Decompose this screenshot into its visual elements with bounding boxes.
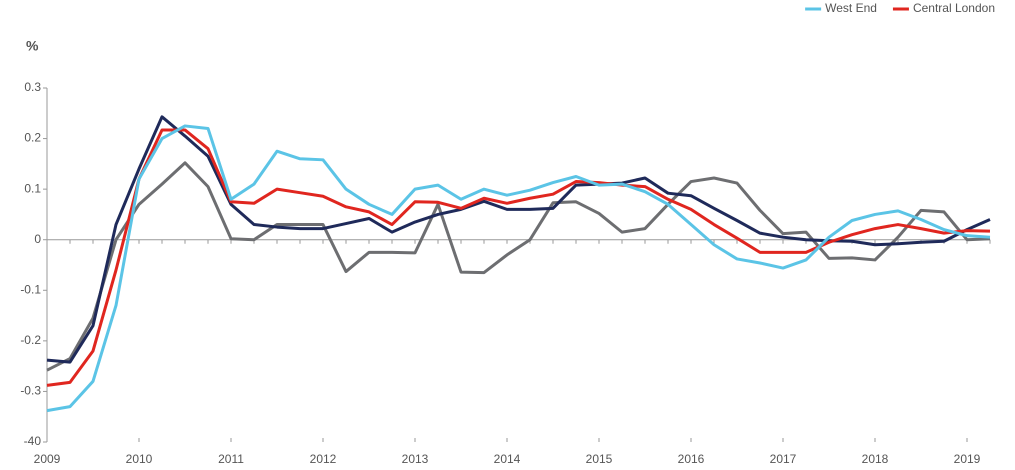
legend-label: West End [825,1,877,15]
y-tick-label: 0.1 [24,181,41,195]
y-axis-label: % [26,38,39,54]
x-tick-label: 2016 [678,452,705,466]
y-tick-label: -0.3 [20,384,41,398]
y-tick-label: 0.3 [24,80,41,94]
x-tick-label: 2009 [34,452,61,466]
y-tick-label: -0.1 [20,282,41,296]
x-tick-label: 2017 [770,452,797,466]
x-tick-label: 2011 [218,452,244,466]
legend-label: Central London [913,1,995,15]
x-tick-label: 2010 [126,452,153,466]
y-tick-label: -40 [24,434,42,448]
series-line [46,161,991,372]
series-line [46,128,991,387]
x-tick-label: 2012 [310,452,337,466]
y-tick-label: 0 [34,232,41,246]
x-tick-label: 2018 [862,452,889,466]
x-tick-label: 2015 [586,452,613,466]
x-tick-label: 2019 [954,452,981,466]
x-tick-label: 2013 [402,452,429,466]
x-tick-label: 2014 [494,452,521,466]
series-line [46,124,991,413]
y-tick-label: 0.2 [24,131,41,145]
y-tick-label: -0.2 [20,333,41,347]
